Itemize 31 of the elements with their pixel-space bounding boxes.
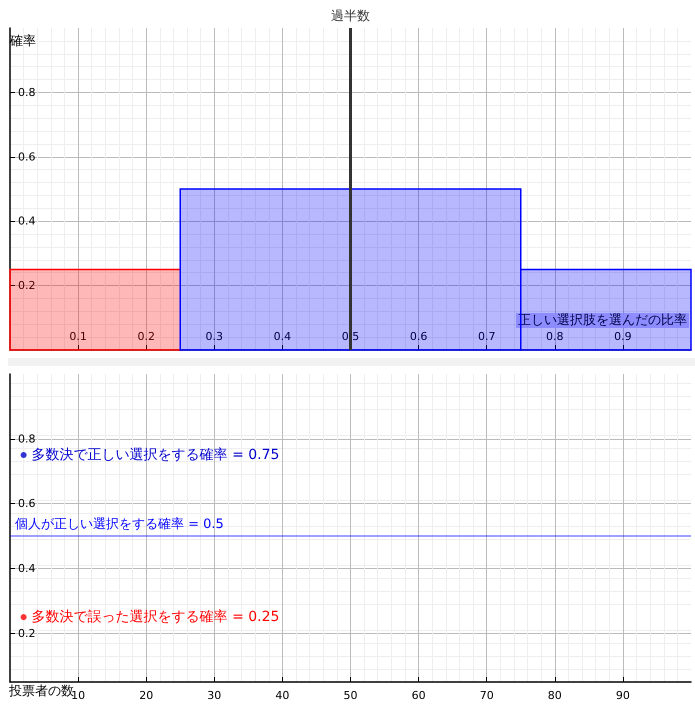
x-tick-label: 10 (71, 689, 86, 702)
x-tick-label: 0.2 (137, 330, 155, 343)
x-tick-label: 0.3 (206, 330, 224, 343)
x-tick-label: 70 (480, 689, 494, 702)
x-tick-label: 0.9 (614, 330, 632, 343)
annotation: 多数決で正しい選択をする確率 = 0.75 (32, 447, 280, 464)
x-tick-label: 60 (412, 689, 426, 702)
y-tick-label: 0.6 (18, 497, 36, 510)
x-axis-title: 投票者の数 (8, 684, 74, 699)
ref-line-label: 個人が正しい選択をする確率 = 0.5 (15, 516, 224, 532)
x-tick-label: 50 (344, 689, 358, 702)
x-tick-label: 90 (616, 689, 630, 702)
annotation: 多数決で誤った選択をする確率 = 0.25 (32, 609, 280, 626)
y-tick-label: 0.4 (18, 562, 36, 576)
x-tick-label: 0.7 (478, 330, 496, 343)
y-tick-label: 0.4 (18, 214, 36, 228)
y-tick-label: 0.8 (18, 432, 36, 446)
x-tick-label: 20 (139, 689, 154, 702)
y-tick-label: 0.6 (18, 150, 36, 164)
y-tick-label: 0.2 (18, 279, 36, 292)
x-tick-label: 0.1 (69, 330, 87, 343)
x-tick-label: 0.6 (410, 330, 428, 343)
x-tick-label: 80 (548, 689, 562, 702)
y-tick-label: 0.8 (18, 86, 36, 99)
x-tick-label: 0.8 (546, 330, 564, 343)
x-tick-label: 30 (207, 689, 222, 702)
y-tick-label: 0.2 (18, 626, 36, 640)
y-axis-title: 確率 (9, 33, 36, 49)
x-tick-label: 0.4 (274, 330, 292, 343)
x-tick-label: 40 (275, 689, 290, 702)
ref-line-label: 過半数 (331, 9, 370, 24)
